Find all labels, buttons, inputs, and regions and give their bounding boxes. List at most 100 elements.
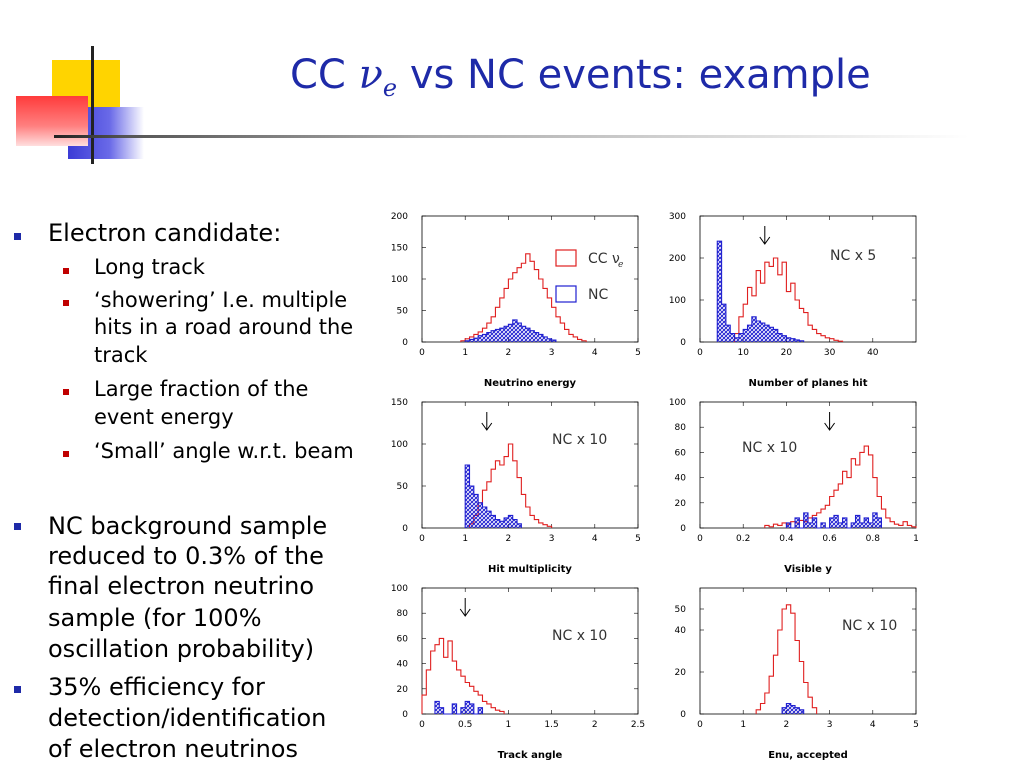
y-tick-label: 80 — [675, 423, 687, 433]
cut-arrow — [459, 598, 471, 617]
sub-bullet-energy-line2: event energy — [94, 405, 234, 429]
sub-bullet-showering-line3: track — [94, 343, 148, 367]
x-tick-label: 1.5 — [544, 720, 558, 730]
sub-bullet-energy-line1: Large fraction of the — [94, 377, 309, 401]
bullet-electron-candidate: Electron candidate: — [48, 219, 282, 247]
scale-annotation: NC x 5 — [830, 248, 876, 264]
cc-histogram — [468, 443, 553, 528]
nc-histogram — [785, 512, 882, 529]
nc-histogram-fill — [465, 319, 556, 342]
nc-histogram — [716, 240, 805, 342]
scale-annotation: NC x 10 — [552, 432, 607, 448]
x-tick-label: 4 — [592, 348, 598, 358]
nc-histogram — [434, 700, 484, 715]
plot-frame — [421, 215, 639, 343]
x-tick-label: 0.6 — [822, 534, 837, 544]
x-tick-label: 10 — [737, 348, 749, 358]
x-tick-label: 0 — [419, 720, 425, 730]
bullet-marker — [14, 523, 21, 530]
slide-title: CC νe vs NC events: example — [290, 52, 871, 102]
cut-arrow — [824, 412, 836, 431]
y-tick-label: 60 — [675, 448, 687, 458]
nc-histogram-fill — [434, 701, 483, 714]
x-tick-label: 0 — [697, 720, 703, 730]
bullet-nc-line2: reduced to 0.3% of the — [48, 542, 324, 570]
x-tick-label: 1 — [462, 348, 468, 358]
legend-label: NC — [588, 287, 608, 303]
plot-title: Neutrino energy — [484, 378, 577, 389]
x-tick-label: 2 — [592, 720, 598, 730]
y-tick-label: 100 — [391, 440, 408, 450]
cc-histogram — [734, 257, 844, 342]
x-tick-label: 0.8 — [866, 534, 881, 544]
y-tick-label: 80 — [397, 609, 409, 619]
bullet-nc-line4: sample (for 100% — [48, 604, 262, 632]
bullet-list: Electron candidate: Long track ‘showerin… — [0, 0, 368, 768]
y-tick-label: 20 — [397, 685, 409, 695]
bullet-nc-line5: oscillation probability) — [48, 635, 315, 663]
cut-arrow — [759, 226, 771, 245]
plot-title: Visible y — [784, 564, 832, 575]
cc-histogram — [421, 637, 505, 714]
sub-bullet-marker — [63, 268, 69, 274]
y-tick-label: 200 — [669, 254, 686, 264]
y-tick-label: 40 — [675, 474, 687, 484]
nc-histogram-fill — [786, 512, 882, 528]
plot-frame — [699, 401, 917, 529]
y-tick-label: 200 — [391, 212, 408, 222]
scale-annotation: NC x 10 — [742, 440, 797, 456]
y-tick-label: 100 — [391, 275, 408, 285]
y-tick-label: 60 — [397, 634, 409, 644]
legend-label-sub: e — [618, 260, 623, 270]
x-tick-label: 5 — [913, 720, 919, 730]
nc-histogram — [464, 319, 557, 342]
bullet-efficiency-line3: of electron neutrinos — [48, 735, 298, 763]
plot-title: Hit multiplicity — [488, 564, 572, 575]
y-tick-label: 0 — [680, 524, 686, 534]
sub-bullet-long-track: Long track — [94, 255, 205, 279]
x-tick-label: 4 — [870, 720, 876, 730]
sub-bullet-marker — [63, 389, 69, 395]
sub-bullet-marker — [63, 300, 69, 306]
plot-title: Number of planes hit — [749, 378, 868, 389]
title-underline — [54, 135, 969, 138]
y-tick-label: 50 — [397, 482, 409, 492]
y-tick-label: 50 — [675, 605, 687, 615]
nc-histogram-fill — [782, 703, 804, 714]
x-tick-label: 2.5 — [631, 720, 645, 730]
cc-histogram — [460, 253, 587, 342]
legend-swatch — [555, 249, 577, 267]
x-tick-label: 1 — [462, 534, 468, 544]
scale-annotation: NC x 10 — [842, 618, 897, 634]
x-tick-label: 1 — [740, 720, 746, 730]
y-tick-label: 0 — [402, 524, 408, 534]
x-tick-label: 2 — [506, 534, 512, 544]
scale-annotation: NC x 10 — [552, 628, 607, 644]
y-tick-label: 100 — [669, 398, 686, 408]
bullet-efficiency-line1: 35% efficiency for — [48, 673, 265, 701]
x-tick-label: 0 — [419, 534, 425, 544]
y-tick-label: 40 — [675, 626, 687, 636]
bullet-nc-line3: final electron neutrino — [48, 572, 315, 600]
x-tick-label: 40 — [867, 348, 879, 358]
y-tick-label: 0 — [402, 338, 408, 348]
y-tick-label: 100 — [669, 296, 686, 306]
x-tick-label: 5 — [635, 534, 641, 544]
x-tick-label: 0 — [697, 348, 703, 358]
y-tick-label: 40 — [397, 660, 409, 670]
sub-bullet-marker — [63, 451, 69, 457]
x-tick-label: 0.5 — [458, 720, 472, 730]
sub-bullet-angle: ‘Small’ angle w.r.t. beam — [94, 439, 354, 463]
legend-swatch — [555, 285, 577, 303]
y-tick-label: 0 — [402, 710, 408, 720]
x-tick-label: 3 — [827, 720, 833, 730]
plot-title: Track angle — [498, 750, 563, 761]
x-tick-label: 0 — [419, 348, 425, 358]
logo-vertical-line — [91, 46, 94, 164]
y-tick-label: 100 — [391, 584, 408, 594]
y-tick-label: 150 — [391, 398, 408, 408]
plot-title: Enu, accepted — [768, 750, 848, 761]
y-tick-label: 50 — [397, 307, 409, 317]
x-tick-label: 3 — [549, 534, 555, 544]
